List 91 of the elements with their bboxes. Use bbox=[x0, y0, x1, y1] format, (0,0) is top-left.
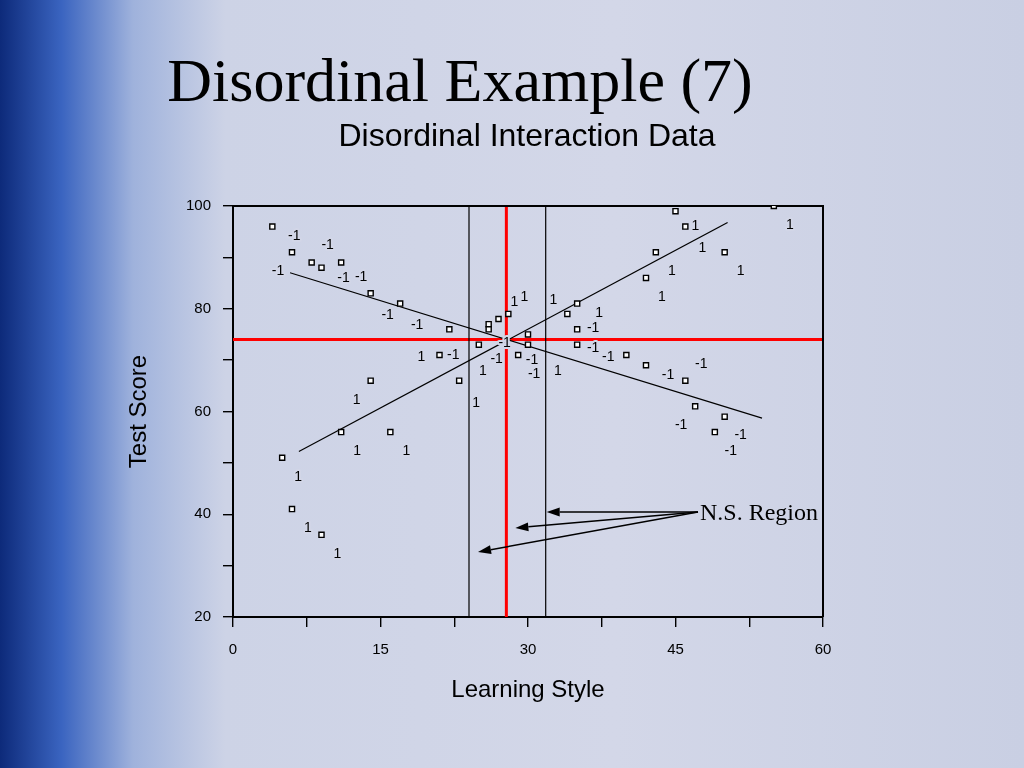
point bbox=[642, 274, 650, 282]
text: -1 bbox=[498, 334, 511, 351]
text: 1 bbox=[402, 441, 411, 458]
point bbox=[337, 428, 345, 436]
text: -1 bbox=[734, 426, 747, 443]
text: 1 bbox=[478, 361, 487, 378]
text: 1 bbox=[472, 393, 481, 410]
text: 1 bbox=[691, 217, 700, 233]
y-axis-title: Test Score bbox=[124, 354, 152, 469]
point bbox=[387, 428, 394, 436]
point bbox=[455, 377, 463, 384]
point bbox=[367, 377, 374, 384]
text: -1 bbox=[602, 347, 615, 364]
point bbox=[514, 351, 522, 359]
text: 1 bbox=[294, 467, 303, 484]
point bbox=[682, 223, 689, 230]
text: 1 bbox=[417, 347, 426, 364]
text: -1 bbox=[695, 354, 708, 371]
point bbox=[721, 413, 728, 420]
x-tick-label: 60 bbox=[814, 640, 832, 658]
text: 1 bbox=[520, 287, 529, 304]
text: -1 bbox=[410, 316, 424, 333]
text: 1 bbox=[554, 361, 562, 378]
text: -1 bbox=[288, 227, 301, 244]
point bbox=[485, 326, 492, 333]
text: 1 bbox=[333, 544, 342, 561]
text: -1 bbox=[661, 366, 675, 383]
point bbox=[524, 331, 532, 338]
text: -1 bbox=[271, 262, 285, 279]
text: 1 bbox=[736, 262, 745, 279]
x-tick-label: 0 bbox=[228, 640, 238, 658]
text: -1 bbox=[321, 236, 334, 253]
x-tick-label: 45 bbox=[667, 640, 684, 658]
text: -1 bbox=[447, 346, 460, 363]
point bbox=[318, 531, 325, 539]
text: 1 bbox=[304, 518, 312, 535]
point bbox=[573, 326, 581, 333]
text: 1 bbox=[549, 290, 558, 307]
text: -1 bbox=[586, 318, 600, 335]
point bbox=[623, 351, 630, 359]
point bbox=[436, 351, 443, 359]
point bbox=[564, 310, 571, 318]
point bbox=[288, 505, 296, 513]
text: -1 bbox=[724, 441, 738, 458]
y-tick-label: 80 bbox=[194, 298, 211, 316]
point bbox=[288, 248, 296, 256]
point bbox=[573, 300, 581, 307]
text: -1 bbox=[674, 416, 688, 433]
point bbox=[318, 264, 325, 271]
series-label: -1 bbox=[337, 268, 350, 285]
point bbox=[278, 454, 286, 461]
text: 1 bbox=[667, 262, 676, 279]
point bbox=[337, 259, 345, 266]
y-tick-label: 60 bbox=[194, 401, 211, 419]
text: -1 bbox=[490, 350, 503, 367]
point bbox=[652, 248, 660, 256]
series-label: 1 bbox=[510, 292, 519, 309]
text: 1 bbox=[698, 239, 707, 256]
point bbox=[691, 403, 699, 410]
text: 1 bbox=[353, 441, 362, 458]
point bbox=[642, 362, 650, 369]
point bbox=[308, 259, 315, 266]
y-tick-label: 100 bbox=[185, 196, 211, 214]
point bbox=[711, 428, 719, 436]
point bbox=[672, 207, 679, 215]
y-tick-label: 20 bbox=[194, 607, 211, 625]
point bbox=[367, 290, 374, 297]
point bbox=[446, 326, 453, 333]
text: -1 bbox=[354, 268, 368, 285]
text: 1 bbox=[595, 304, 604, 321]
point bbox=[524, 341, 532, 348]
text: 1 bbox=[658, 287, 666, 304]
point bbox=[721, 248, 728, 256]
x-tick-label: 30 bbox=[519, 640, 537, 658]
text: 1 bbox=[785, 215, 794, 232]
point bbox=[396, 300, 404, 307]
x-tick-label: 15 bbox=[372, 640, 389, 658]
text: 1 bbox=[352, 390, 361, 407]
point bbox=[505, 310, 512, 318]
x-axis-title: Learning Style bbox=[451, 675, 605, 703]
point bbox=[573, 341, 581, 348]
text: -1 bbox=[586, 339, 600, 356]
point bbox=[475, 341, 483, 348]
point bbox=[495, 315, 502, 323]
annotation: N.S. Region bbox=[700, 498, 819, 527]
chart-title: Disordinal Example (7) bbox=[166, 45, 754, 116]
point bbox=[269, 223, 276, 230]
text: -1 bbox=[381, 306, 394, 323]
point bbox=[682, 377, 689, 384]
y-tick-label: 40 bbox=[194, 504, 211, 522]
chart-subtitle: Disordinal Interaction Data bbox=[337, 116, 717, 154]
